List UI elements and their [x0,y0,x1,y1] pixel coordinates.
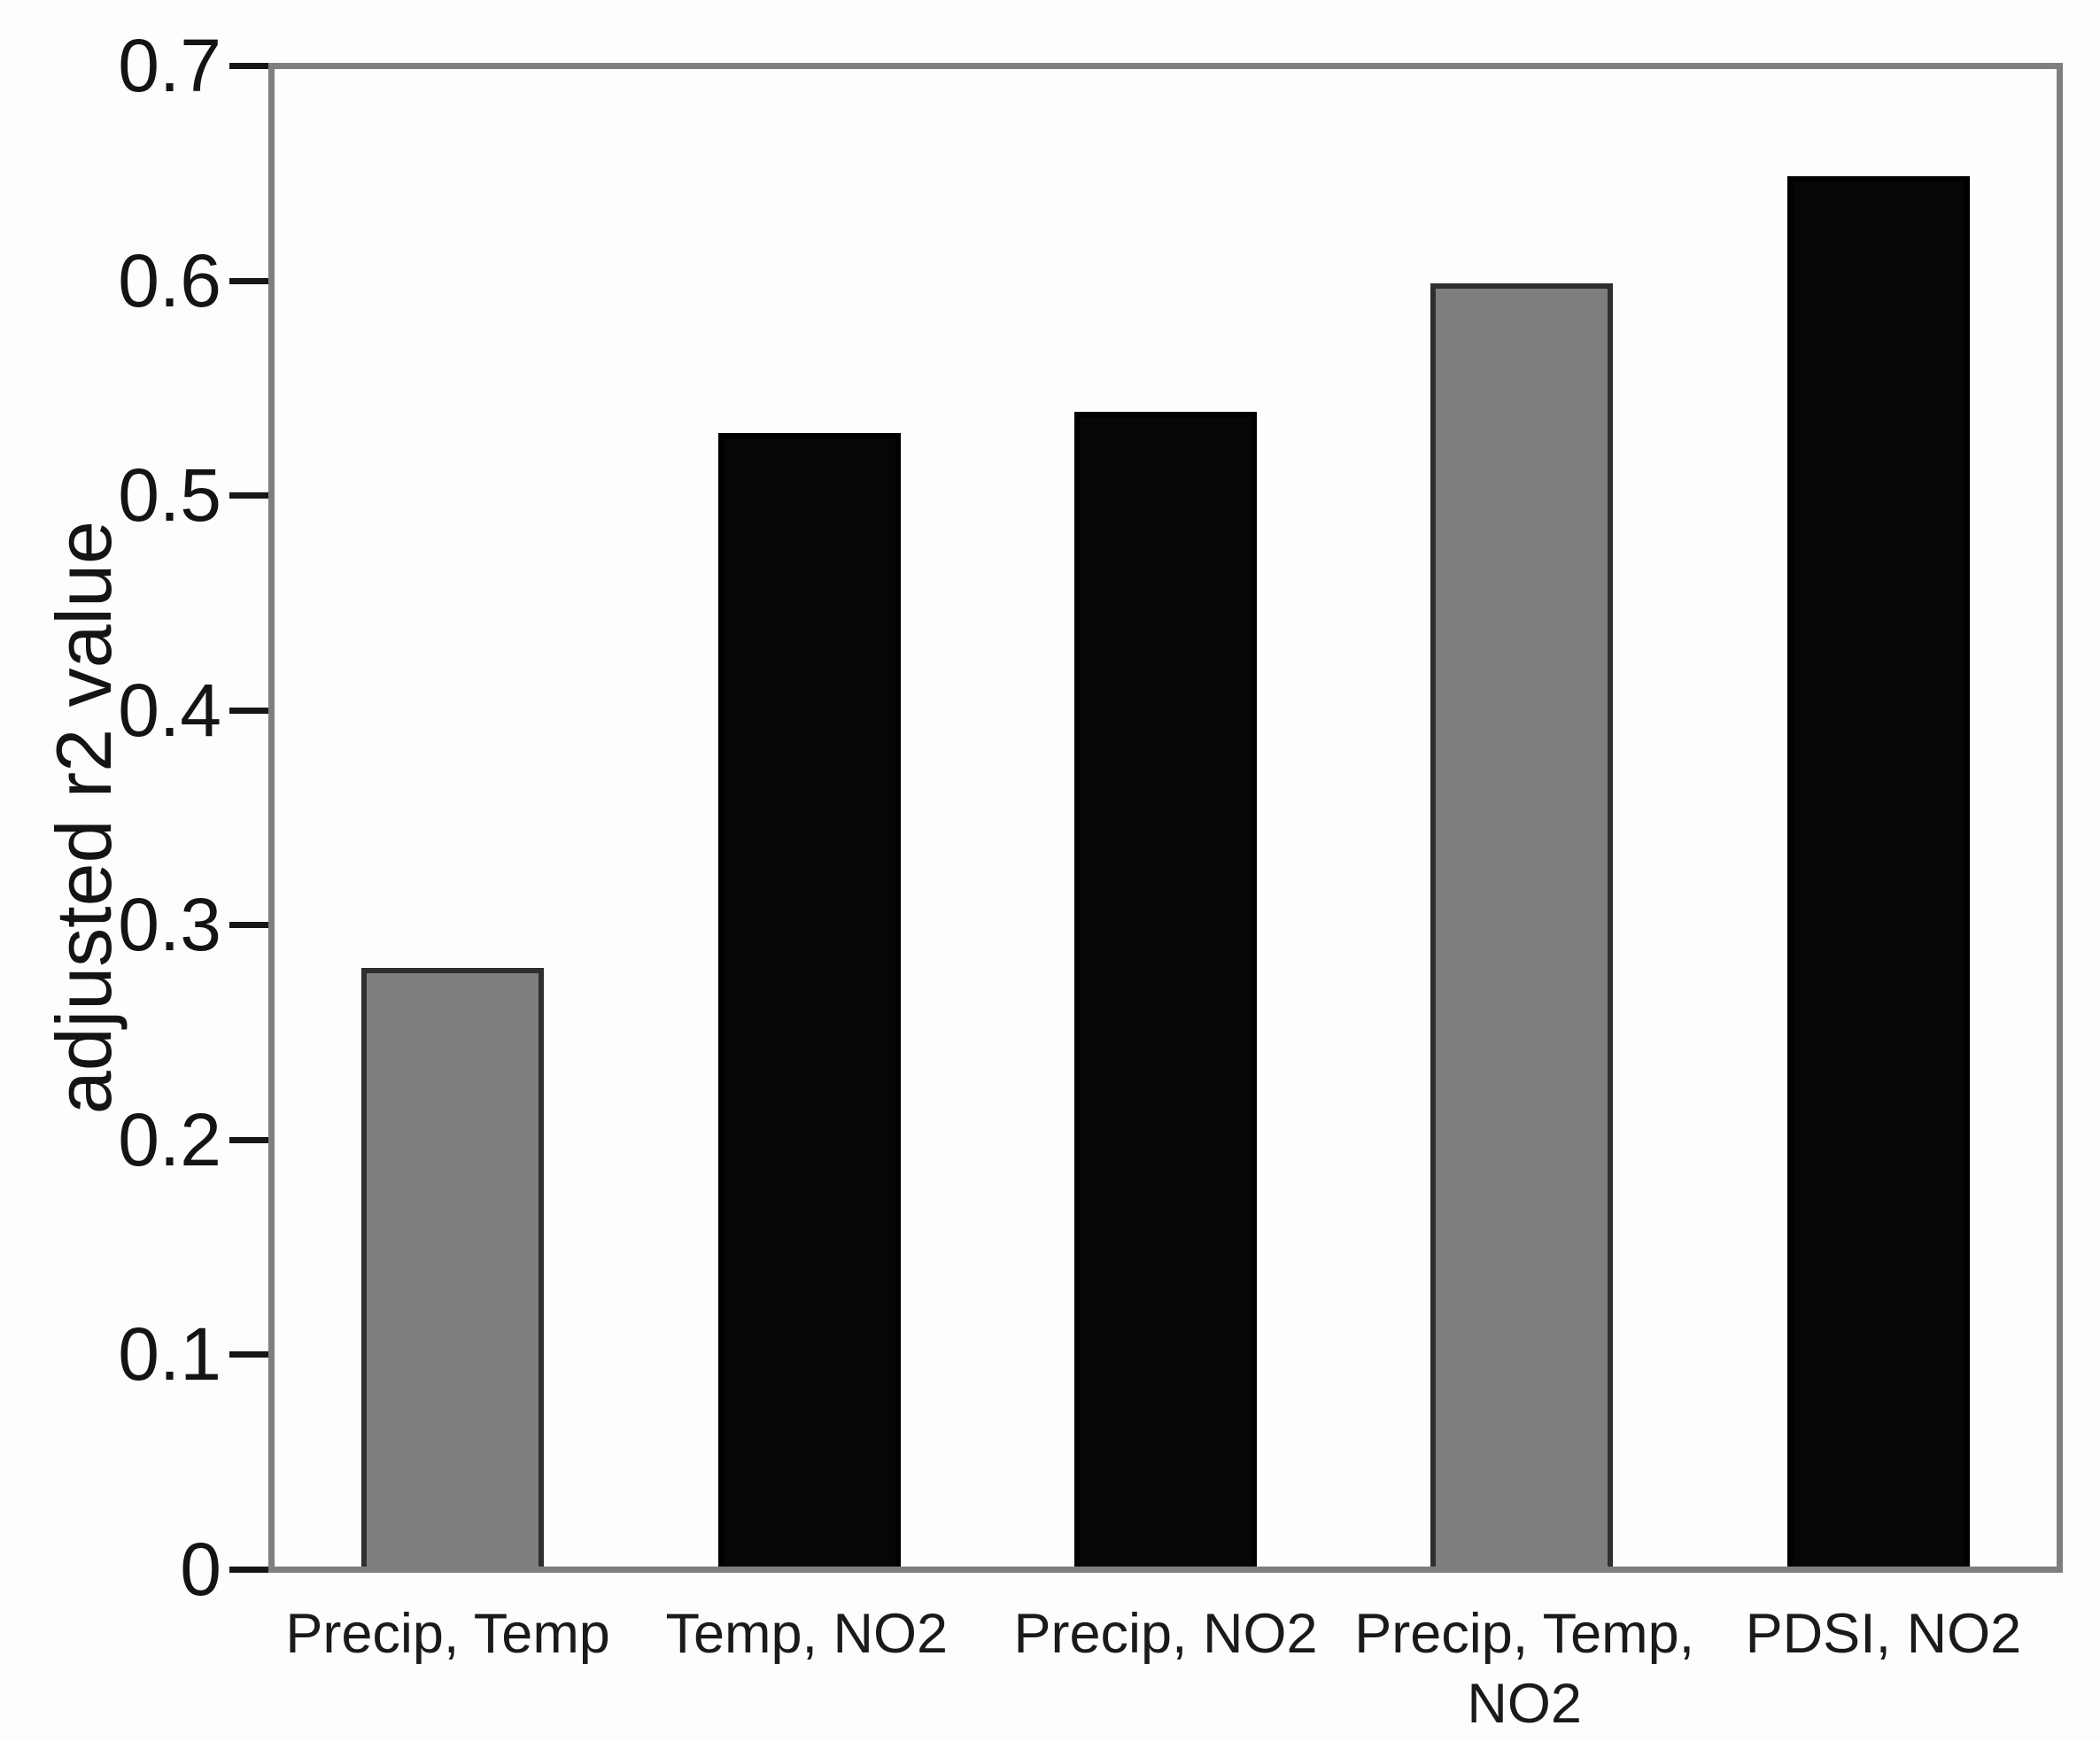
plot-area [268,63,2063,1573]
y-axis-title: adjusted r2 value [40,521,128,1115]
y-axis-tick [229,63,268,69]
bar-1 [361,967,545,1567]
y-axis-tick [229,1567,268,1573]
y-axis-tick-label: 0.6 [118,238,221,322]
x-axis-category-label: Precip, Temp, NO2 [1354,1603,1695,1735]
bar-4 [1430,282,1614,1567]
y-axis-tick-label: 0.4 [118,668,221,752]
y-axis-tick [229,492,268,499]
bars-container [275,69,2057,1567]
y-axis-tick-label: 0.3 [118,883,221,967]
bar-3 [1073,411,1257,1567]
x-axis-category-label: Precip, Temp [285,1603,610,1665]
y-axis-tick-label: 0 [180,1528,221,1611]
y-axis-tick-label: 0.5 [118,453,221,538]
y-axis-tick [229,1136,268,1143]
y-axis-tick [229,277,268,284]
y-axis-tick [229,922,268,929]
y-axis-tick [229,1351,268,1358]
x-axis-category-label: PDSI, NO2 [1745,1603,2022,1665]
bar-5 [1786,175,1970,1567]
x-axis-category-label: Precip, NO2 [1013,1603,1318,1665]
bar-2 [717,432,901,1567]
x-axis-category-label: Temp, NO2 [665,1603,949,1665]
y-axis-tick-label: 0.7 [118,24,221,107]
y-axis-tick [229,707,268,714]
y-axis-tick-label: 0.1 [118,1312,221,1397]
y-axis-tick-label: 0.2 [118,1097,221,1181]
